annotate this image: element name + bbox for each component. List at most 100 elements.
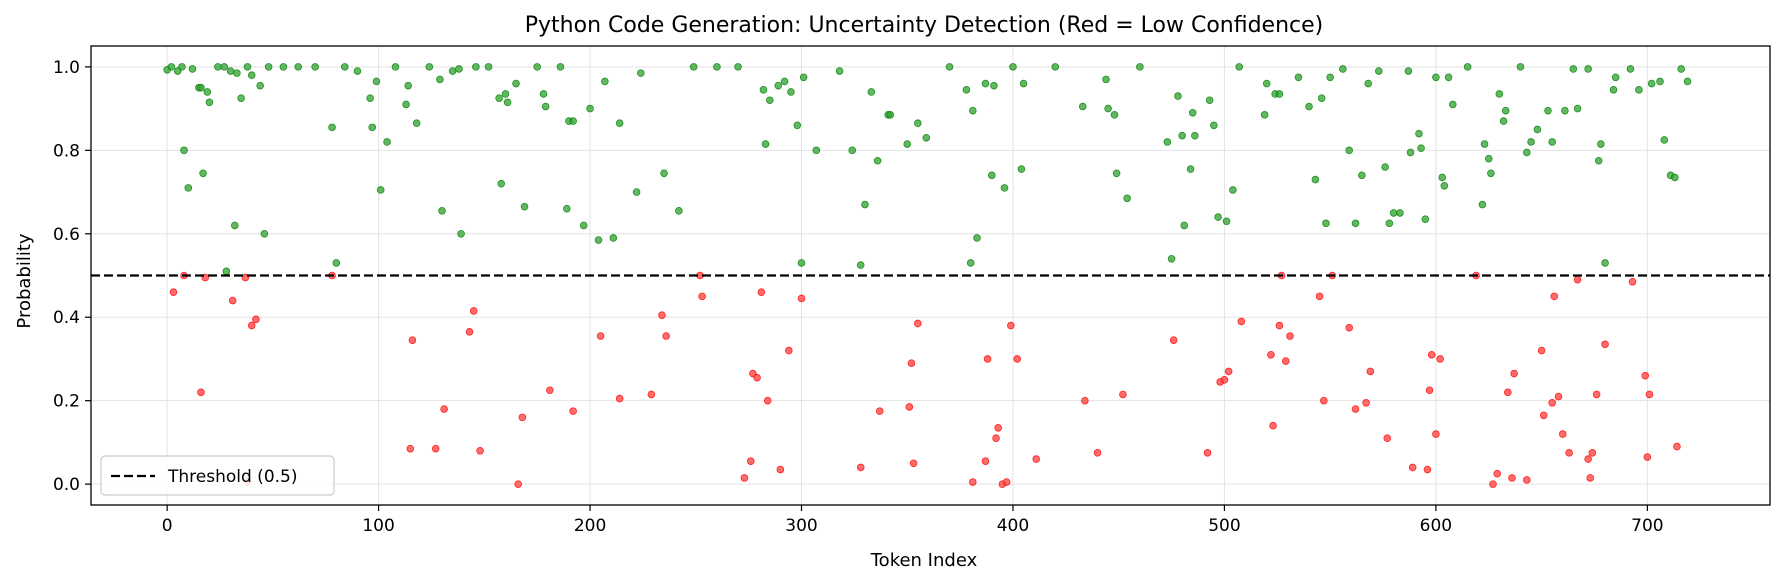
high-confidence-point: [981, 79, 990, 88]
high-confidence-point: [945, 63, 954, 71]
high-confidence-point: [383, 138, 391, 146]
high-confidence-point: [1191, 131, 1199, 140]
high-confidence-point: [873, 156, 882, 165]
high-confidence-point: [1311, 175, 1320, 184]
low-confidence-point: [1493, 469, 1502, 478]
low-confidence-point: [1510, 369, 1518, 378]
high-confidence-point: [230, 221, 239, 230]
high-confidence-point: [501, 90, 510, 98]
high-confidence-point: [615, 119, 624, 127]
high-confidence-point: [353, 67, 362, 75]
high-confidence-point: [438, 207, 446, 215]
low-confidence-point: [1013, 355, 1021, 363]
low-confidence-point: [518, 413, 527, 422]
high-confidence-point: [914, 119, 922, 127]
x-tick-label: 200: [574, 516, 606, 536]
low-confidence-point: [658, 311, 666, 319]
high-confidence-point: [765, 96, 774, 105]
low-confidence-point: [1362, 398, 1370, 407]
high-confidence-point: [539, 90, 548, 98]
high-confidence-point: [1523, 148, 1531, 157]
high-confidence-point: [376, 186, 385, 194]
low-confidence-point: [1584, 455, 1592, 463]
high-confidence-point: [1017, 165, 1026, 173]
high-confidence-point: [761, 140, 770, 148]
low-confidence-point: [247, 321, 256, 330]
low-confidence-point: [1119, 390, 1127, 399]
high-confidence-point: [220, 63, 229, 71]
high-confidence-point: [1480, 140, 1489, 148]
low-confidence-point: [753, 373, 761, 382]
low-confidence-point: [1508, 474, 1516, 482]
high-confidence-point: [260, 229, 269, 238]
high-confidence-point: [1438, 173, 1447, 182]
high-confidence-point: [968, 106, 977, 115]
high-confidence-point: [1205, 96, 1214, 105]
high-confidence-point: [903, 140, 912, 148]
high-confidence-point: [1174, 92, 1182, 100]
high-confidence-point: [988, 171, 996, 180]
low-confidence-point: [1275, 321, 1284, 330]
low-confidence-point: [431, 444, 440, 453]
high-confidence-point: [1078, 102, 1087, 111]
high-confidence-point: [199, 169, 207, 178]
high-confidence-point: [1415, 129, 1423, 138]
high-confidence-point: [835, 67, 844, 75]
low-confidence-point: [992, 434, 1000, 443]
low-confidence-point: [1565, 449, 1573, 457]
high-confidence-point: [886, 111, 895, 119]
high-confidence-point: [1186, 165, 1195, 173]
high-confidence-point: [167, 63, 176, 71]
low-confidence-point: [914, 319, 922, 328]
low-confidence-point: [1366, 367, 1375, 376]
high-confidence-point: [1019, 79, 1028, 88]
low-confidence-point: [465, 328, 474, 336]
high-confidence-point: [1484, 154, 1493, 163]
high-confidence-point: [311, 63, 319, 71]
high-confidence-point: [856, 261, 865, 269]
low-confidence-point: [1081, 396, 1089, 405]
high-confidence-point: [247, 71, 256, 80]
high-confidence-point: [1487, 169, 1495, 178]
high-confidence-point: [1000, 184, 1009, 192]
low-confidence-point: [1554, 392, 1563, 401]
low-confidence-point: [797, 294, 806, 303]
low-confidence-point: [968, 478, 977, 486]
high-confidence-point: [1305, 102, 1313, 111]
low-confidence-point: [408, 336, 417, 344]
high-confidence-point: [205, 98, 214, 107]
high-confidence-point: [1260, 111, 1269, 119]
high-confidence-point: [1573, 104, 1582, 113]
high-confidence-point: [1463, 63, 1472, 71]
high-confidence-point: [512, 79, 520, 88]
high-confidence-point: [797, 259, 806, 267]
high-confidence-point: [1374, 67, 1383, 75]
low-confidence-point: [1558, 430, 1567, 438]
high-confidence-point: [226, 67, 235, 75]
low-confidence-point: [905, 403, 914, 411]
low-confidence-point: [569, 407, 577, 415]
low-confidence-point: [1220, 376, 1229, 384]
high-confidence-point: [1544, 106, 1552, 115]
high-confidence-point: [214, 63, 222, 71]
low-confidence-point: [1539, 411, 1548, 420]
axis-ticks: 0 100 200 300 400 500 600 700 0.0 0.2 0.4 0.6 0.8 1.0: [53, 58, 1664, 536]
low-confidence-point: [1586, 474, 1595, 482]
low-confidence-point: [1408, 463, 1417, 472]
low-confidence-point: [746, 457, 755, 465]
low-confidence-point: [875, 407, 884, 415]
high-confidence-point: [391, 63, 400, 71]
low-confidence-point: [1550, 292, 1559, 301]
low-confidence-point: [1641, 371, 1650, 380]
high-confidence-point: [1051, 63, 1060, 71]
high-confidence-point: [1262, 79, 1271, 88]
high-confidence-point: [569, 117, 577, 125]
low-confidence-point: [1592, 390, 1601, 399]
low-confidence-point: [1523, 476, 1531, 484]
high-confidence-point: [1317, 94, 1326, 102]
low-confidence-point: [1573, 275, 1582, 284]
x-tick-label: 0: [162, 516, 173, 536]
high-confidence-point: [1180, 221, 1189, 230]
high-confidence-point: [1406, 148, 1415, 157]
